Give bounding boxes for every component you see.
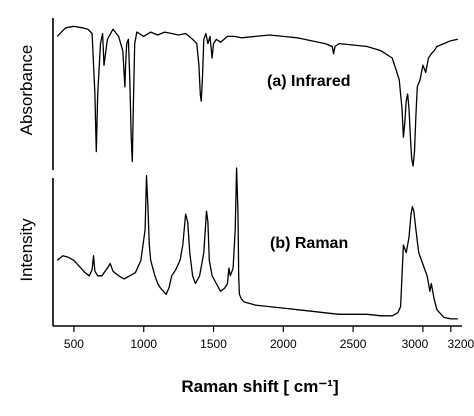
ir-spectrum-line [56,25,458,167]
x-axis-ticks: 500 1000 1500 2000 2500 3000 3200 [64,326,474,351]
x-tick-label: 2500 [340,337,367,351]
ir-y-axis-label: Absorbance [17,45,36,136]
x-tick-label: 3200 [447,337,474,351]
x-tick-label: 1500 [200,337,227,351]
x-tick-label: 1000 [130,337,157,351]
x-tick-label: 3000 [402,337,429,351]
x-axis-label: Raman shift [ cm⁻¹] [181,377,338,396]
raman-spectrum-line [56,167,458,320]
raman-y-axis-label: Intensity [17,218,36,282]
raman-panel-annotation: (b) Raman [270,235,348,252]
x-tick-label: 500 [64,337,84,351]
ir-panel-annotation: (a) Infrared [267,73,351,90]
x-tick-label: 2000 [270,337,297,351]
